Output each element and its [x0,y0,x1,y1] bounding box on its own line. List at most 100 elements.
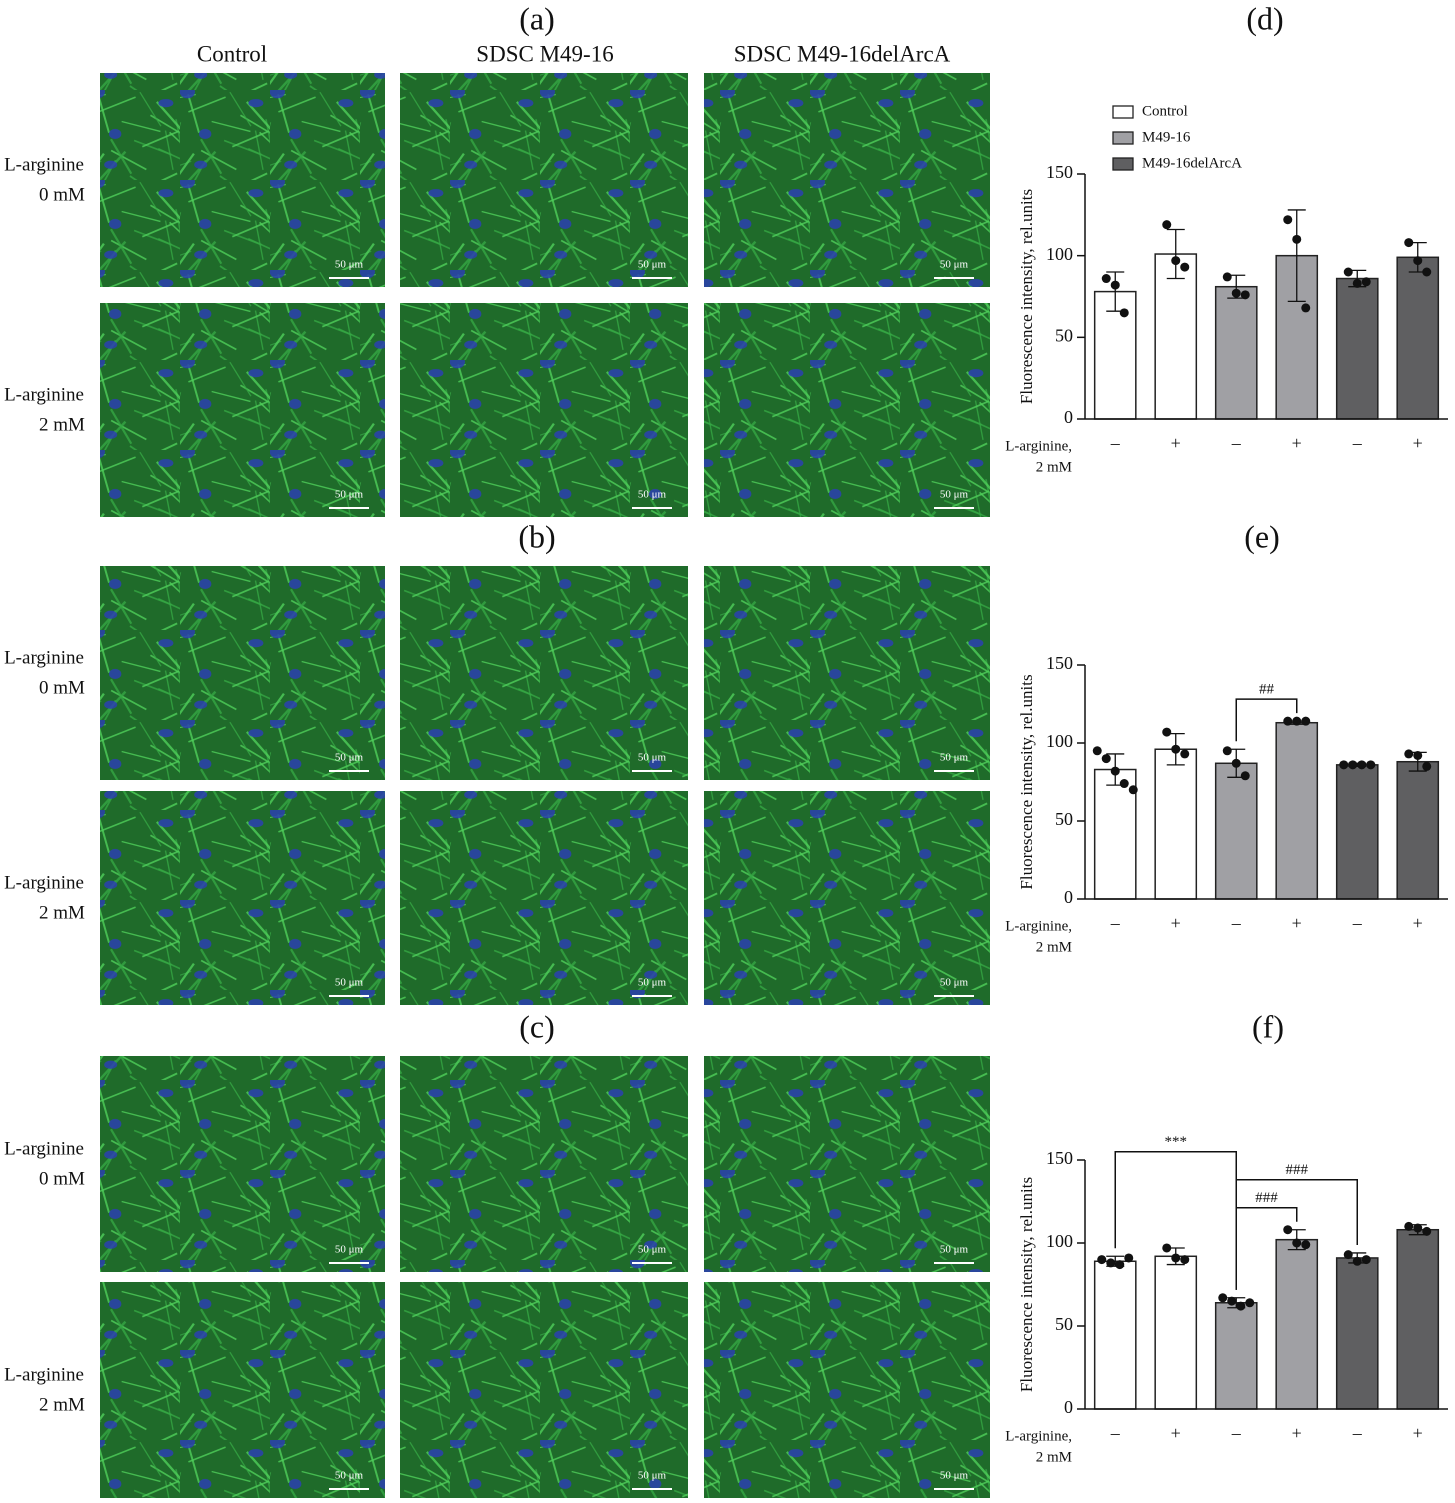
data-point [1101,754,1111,764]
data-point [1422,761,1432,771]
data-point [1124,1253,1134,1263]
data-point [1231,758,1241,768]
data-point [1339,760,1349,770]
y-tick-label: 150 [1046,1148,1073,1168]
data-point [1352,278,1362,288]
micrograph [400,566,688,780]
bar [1214,1302,1258,1410]
bar [1396,1228,1440,1410]
x-tick-label: – [1352,433,1363,453]
data-point [1119,308,1129,318]
x-tick-label: – [1110,1423,1121,1443]
data-point [1101,274,1111,284]
scale-bar-label: 50 μm [638,752,667,764]
x-axis-label: L-arginine, [1005,918,1072,934]
legend-label: Control [1142,103,1188,119]
data-point [1404,749,1414,759]
significance-bracket [1114,1150,1237,1290]
bar [1154,748,1198,900]
micrograph [704,791,990,1005]
bar [1335,1257,1379,1410]
x-axis-label: 2 mM [1036,459,1072,475]
x-tick-label: + [1292,1423,1302,1443]
micrograph [100,73,385,287]
data-point [1162,1243,1172,1253]
scale-bar-label: 50 μm [940,977,969,989]
row-label: L-arginine [4,384,84,405]
panel-label: (b) [518,518,555,554]
data-point [1222,272,1232,282]
panel-label: (c) [519,1008,555,1044]
data-point [1404,238,1414,248]
scale-bar-label: 50 μm [335,977,364,989]
data-point [1180,749,1190,759]
micrograph [400,1282,688,1498]
bar [1093,1260,1137,1410]
row-label: L-arginine [4,872,84,893]
bar [1275,1238,1319,1410]
micrograph [100,303,385,517]
row-label: 0 mM [39,184,85,205]
data-point [1404,1221,1414,1231]
scale-bar-label: 50 μm [940,1244,969,1256]
data-point [1171,256,1181,266]
x-tick-label: – [1352,913,1363,933]
y-tick-label: 150 [1046,653,1073,673]
x-axis-label: 2 mM [1036,1449,1072,1465]
data-point [1162,727,1172,737]
scale-bar-label: 50 μm [940,752,969,764]
data-point [1097,1255,1107,1265]
data-point [1240,771,1250,781]
micrograph [100,791,385,1005]
significance-label: ## [1259,682,1275,698]
micrograph [100,566,385,780]
column-header: SDSC M49-16delArcA [734,41,951,66]
scale-bar-label: 50 μm [335,489,364,501]
column-header: Control [197,41,267,66]
data-point [1357,760,1367,770]
data-point [1292,1238,1302,1248]
y-tick-label: 100 [1046,1231,1073,1251]
x-tick-label: – [1352,1423,1363,1443]
micrograph [400,1056,688,1272]
x-tick-label: – [1231,913,1242,933]
x-tick-label: + [1292,913,1302,933]
data-point [1422,267,1432,277]
x-tick-label: + [1292,433,1302,453]
row-label: L-arginine [4,647,84,668]
data-point [1283,215,1293,225]
micrograph [100,1282,385,1498]
y-tick-label: 0 [1064,1397,1073,1417]
data-point [1301,716,1311,726]
x-axis-label: L-arginine, [1005,438,1072,454]
legend-swatch [1112,157,1134,171]
scale-bar-label: 50 μm [335,1244,364,1256]
legend-label: M49-16delArcA [1142,155,1242,171]
y-tick-label: 50 [1055,325,1073,345]
y-tick-label: 50 [1055,1314,1073,1334]
y-tick-label: 150 [1046,162,1073,182]
data-point [1348,760,1358,770]
column-header: SDSC M49-16 [476,41,613,66]
y-tick-label: 100 [1046,731,1073,751]
row-label: 0 mM [39,677,85,698]
chart-title: (d) [1246,0,1283,36]
scale-bar-label: 50 μm [335,259,364,271]
bar [1214,285,1258,420]
x-tick-label: + [1413,1423,1423,1443]
data-point [1301,303,1311,313]
data-point [1301,1240,1311,1250]
row-label: L-arginine [4,154,84,175]
data-point [1128,785,1138,795]
y-axis-label: Fluorescence intensity, rel.units [1017,189,1036,404]
data-point [1236,1301,1246,1311]
data-point [1366,760,1376,770]
scale-bar-label: 50 μm [335,752,364,764]
data-point [1231,288,1241,298]
data-point [1227,1296,1237,1306]
scale-bar-label: 50 μm [940,259,969,271]
x-axis-label: L-arginine, [1005,1428,1072,1444]
data-point [1171,744,1181,754]
